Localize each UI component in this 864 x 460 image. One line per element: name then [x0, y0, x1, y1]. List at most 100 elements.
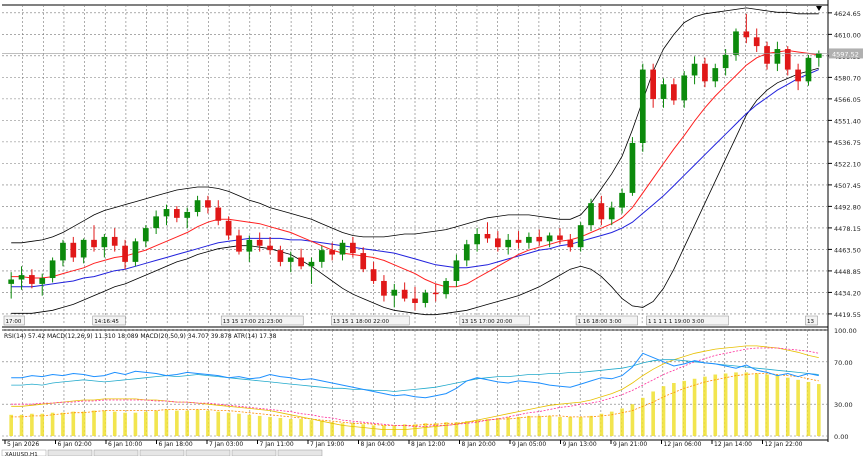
macd-histogram-bar — [309, 420, 314, 436]
macd-histogram-bar — [71, 411, 76, 436]
price-axis-label: 4624.65 — [834, 10, 861, 18]
macd-histogram-bar — [351, 423, 355, 436]
candle-bullish — [8, 279, 15, 284]
time-axis-label: 8 Jan 12:00 — [411, 441, 445, 448]
candle-bullish — [443, 280, 449, 295]
macd-histogram-bar — [340, 423, 345, 436]
macd-histogram-bar — [444, 422, 448, 436]
candle-bearish — [484, 233, 491, 239]
macd-histogram-bar — [547, 415, 552, 436]
macd-histogram-bar — [516, 416, 521, 436]
macd-histogram-bar — [661, 386, 666, 436]
candle-bearish — [174, 209, 180, 218]
symbol-tab[interactable] — [47, 449, 93, 457]
candle-bullish — [629, 142, 636, 193]
symbol-tab[interactable] — [277, 449, 323, 457]
current-price-box — [829, 48, 863, 59]
macd-histogram-bar — [40, 413, 45, 436]
atr-line — [11, 359, 819, 392]
macd-histogram-bar — [81, 411, 86, 436]
price-axis-label: 4536.75 — [834, 139, 861, 147]
candle-bullish — [391, 289, 398, 296]
price-axis-label: 4522.10 — [834, 160, 861, 168]
time-axis-label: 9 Jan 05:00 — [512, 441, 546, 448]
macd-histogram-bar — [102, 410, 107, 436]
macd-histogram-bar — [620, 408, 624, 436]
candle-bearish — [360, 253, 367, 270]
macd-histogram-bar — [496, 417, 500, 436]
symbol-tab[interactable] — [231, 449, 277, 457]
candle-bearish — [381, 280, 387, 296]
moving-average-blue-line — [11, 69, 819, 288]
macd-histogram-bar — [651, 391, 655, 436]
price-axis-label: 4507.45 — [834, 182, 861, 190]
candle-bullish — [577, 225, 584, 248]
session-label-box — [92, 315, 126, 326]
macd-slow-signal-line — [11, 347, 819, 427]
candle-bullish — [142, 228, 149, 242]
candle-bearish — [298, 257, 304, 267]
candle-bullish — [660, 84, 667, 99]
macd-histogram-bar — [589, 415, 593, 436]
candle-bearish — [267, 245, 273, 251]
symbol-tab[interactable] — [185, 449, 231, 457]
candle-bearish — [671, 84, 677, 101]
macd-histogram-bar — [433, 423, 438, 436]
macd-histogram-bar — [257, 415, 262, 436]
candle-bullish — [639, 69, 646, 143]
candle-bearish — [236, 235, 242, 252]
session-labels: 17:00 14:16:45 13 15 17:00 21:23:00 13 15 1… — [3, 315, 818, 326]
macd-histogram-bar — [9, 414, 13, 436]
macd-histogram-bar — [92, 410, 96, 436]
candle-bearish — [111, 236, 118, 246]
macd-histogram-bar — [392, 425, 397, 436]
macd-histogram-bar — [775, 375, 780, 436]
candle-bearish — [432, 292, 439, 295]
session-label-box — [805, 315, 818, 326]
candle-bearish — [401, 289, 408, 299]
current-price-label: 4597.52 — [832, 50, 859, 58]
macd-histogram-bar — [527, 415, 531, 436]
macd-histogram-bar — [568, 416, 573, 436]
macd-histogram-bar — [30, 413, 34, 436]
candle-bearish — [412, 298, 418, 303]
candle-bullish — [546, 235, 553, 242]
candle-bullish — [774, 49, 781, 64]
macd-histogram-bar — [278, 417, 283, 436]
rsi-line — [11, 352, 819, 399]
candle-bearish — [598, 203, 605, 220]
indicator-axis-label: 100.00 — [834, 327, 857, 335]
macd-histogram-bar — [268, 416, 272, 436]
time-axis-label: 7 Jan 03:00 — [209, 441, 243, 448]
symbol-tab-label[interactable]: XAUUSD,H1 — [5, 452, 38, 458]
time-axis-label: 6 Jan 10:00 — [108, 441, 142, 448]
macd-histogram-bar — [578, 416, 583, 436]
candle-bearish — [557, 235, 563, 240]
candle-bullish — [308, 261, 315, 267]
candle-bearish — [702, 63, 708, 82]
candle-bullish — [805, 57, 812, 82]
price-axis-label: 4551.40 — [834, 117, 861, 125]
symbol-tab[interactable] — [139, 449, 185, 457]
macd-histogram-bar — [796, 379, 800, 436]
session-label-box — [575, 315, 638, 326]
candle-bearish — [764, 46, 770, 64]
time-axis-label: 5 Jan 2026 — [7, 441, 39, 448]
candle-bearish — [225, 220, 232, 236]
candle-bullish — [39, 278, 46, 284]
macd-histogram-bar — [361, 424, 366, 436]
macd-histogram-bar — [599, 413, 604, 436]
macd-histogram-bar — [423, 423, 428, 436]
candle-bullish — [681, 75, 688, 101]
candle-bullish — [318, 250, 325, 262]
macd-histogram-bar — [112, 411, 117, 436]
candle-bullish — [526, 236, 532, 243]
indicator-axis-label: 30.00 — [834, 401, 853, 409]
candles-group — [8, 13, 822, 311]
symbol-tab[interactable] — [93, 449, 139, 457]
macd-histogram-bar — [195, 409, 200, 436]
session-label: 13 15 1 18:00 22:00 — [333, 319, 390, 325]
candle-bullish — [80, 239, 87, 258]
